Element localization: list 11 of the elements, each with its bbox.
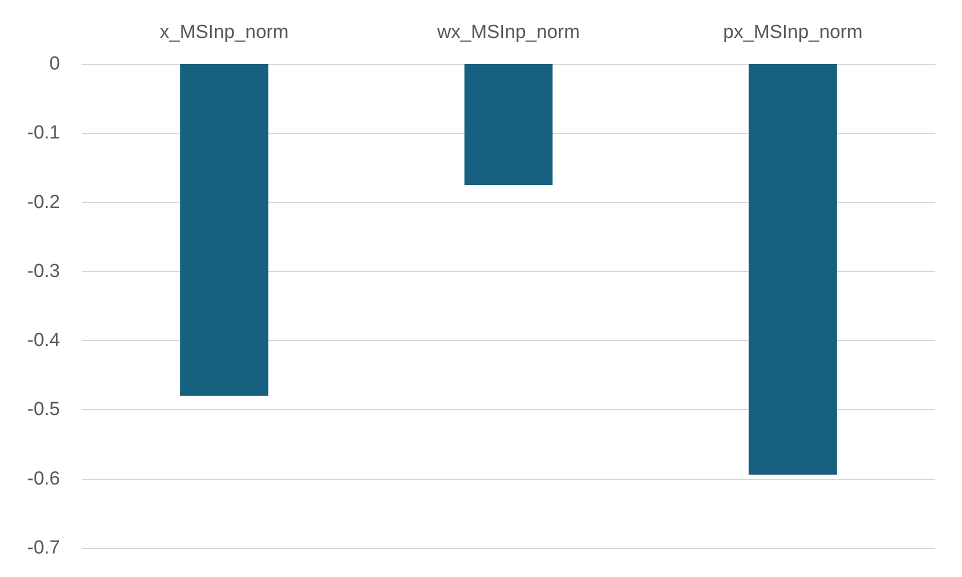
y-tick-label: 0 <box>49 54 60 74</box>
y-tick-label: -0.1 <box>27 122 60 144</box>
y-tick-label: -0.4 <box>27 330 60 352</box>
y-tick-label: -0.6 <box>27 468 60 490</box>
x-tick-label: x_MSInp_norm <box>160 22 289 43</box>
y-tick-label: -0.3 <box>27 260 60 282</box>
x-tick-label: px_MSInp_norm <box>723 22 863 43</box>
y-tick-label: -0.5 <box>27 399 60 420</box>
y-tick-label: -0.7 <box>27 538 60 558</box>
x-tick-label: wx_MSInp_norm <box>436 22 580 43</box>
y-tick-label: -0.2 <box>27 192 60 213</box>
